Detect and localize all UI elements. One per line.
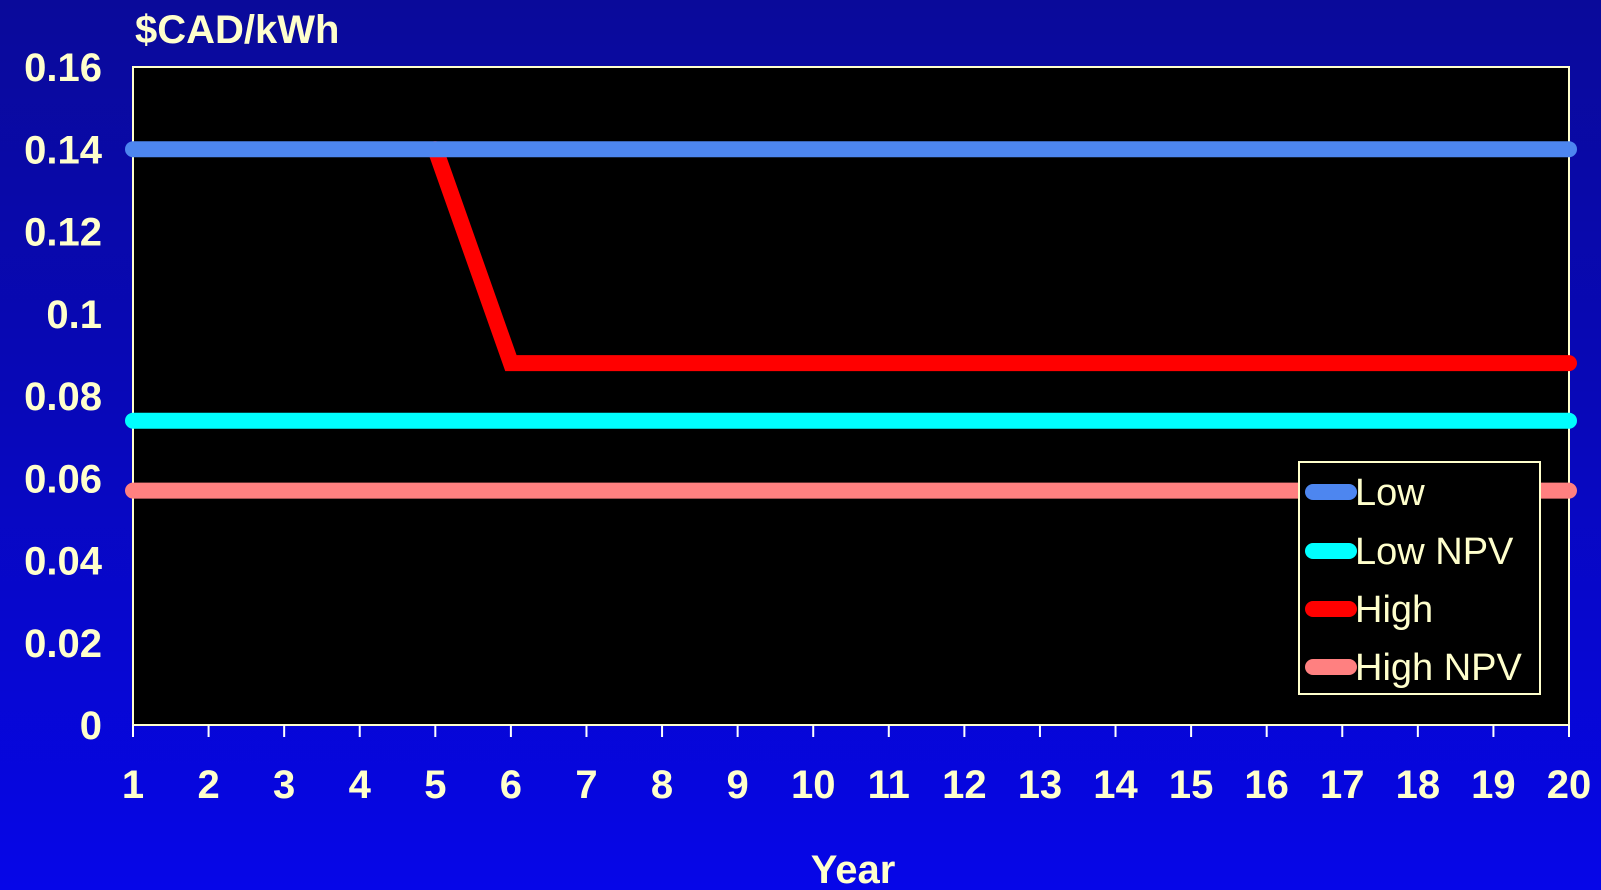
x-tick-label: 15: [1169, 763, 1214, 807]
x-tick-label: 14: [1093, 763, 1138, 807]
x-tick-label: 10: [791, 763, 836, 807]
y-tick-label: 0.1: [46, 293, 102, 337]
x-tick-label: 3: [273, 763, 295, 807]
y-tick-label: 0.16: [24, 46, 102, 90]
series-line-high: [427, 141, 1577, 372]
legend-box: [1298, 461, 1541, 695]
x-tick-label: 11: [868, 763, 910, 807]
legend-label: High NPV: [1355, 647, 1522, 689]
x-tick-label: 6: [500, 763, 522, 807]
x-tick-label: 19: [1471, 763, 1516, 807]
x-tick-label: 7: [575, 763, 597, 807]
y-tick-label: 0.14: [24, 128, 103, 172]
legend-label: Low NPV: [1355, 531, 1514, 573]
x-tick-label: 2: [197, 763, 219, 807]
x-tick-label: 17: [1320, 763, 1365, 807]
legend: Low Low NPV High High NPV: [1298, 461, 1541, 695]
y-tick-label: 0.02: [24, 622, 102, 666]
y-axis-title: $CAD/kWh: [135, 8, 339, 52]
y-tick-label: 0.04: [24, 540, 103, 584]
x-tick-label: 16: [1244, 763, 1289, 807]
x-tick-label: 18: [1396, 763, 1441, 807]
x-tick-label: 20: [1547, 763, 1592, 807]
x-tick-label: 1: [122, 763, 144, 807]
y-tick-label: 0: [80, 704, 102, 748]
legend-label: High: [1355, 589, 1433, 631]
x-tick-label: 12: [942, 763, 987, 807]
y-tick-label: 0.06: [24, 457, 102, 501]
y-tick-label: 0.12: [24, 211, 102, 255]
x-tick-label: 13: [1018, 763, 1063, 807]
y-tick-label: 0.08: [24, 375, 102, 419]
legend-label: Low: [1355, 472, 1425, 514]
x-tick-label: 8: [651, 763, 673, 807]
x-tick-label: 4: [349, 763, 372, 807]
x-axis-title: Year: [811, 848, 896, 890]
x-tick-label: 5: [424, 763, 446, 807]
x-tick-label: 9: [727, 763, 749, 807]
axes: 1 2 3 4 5 6 7 8 9 10 11 12 13 14 15 16 17 18 19 2000.020.04…: [24, 46, 1591, 807]
